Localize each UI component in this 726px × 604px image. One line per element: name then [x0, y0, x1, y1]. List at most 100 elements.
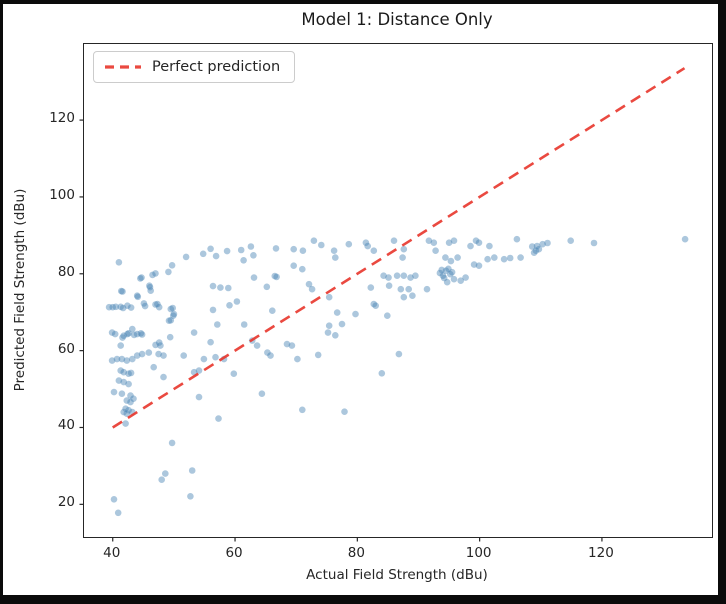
scatter-point	[450, 275, 458, 283]
scatter-point	[170, 310, 178, 318]
scatter-point	[400, 272, 408, 279]
scatter-point	[258, 390, 266, 398]
scatter-point	[681, 235, 689, 243]
scatter-point	[123, 410, 131, 418]
scatter-point	[195, 393, 203, 401]
scatter-point	[109, 303, 116, 311]
scatter-point	[467, 242, 474, 250]
scatter-point	[237, 246, 245, 254]
scatter-point	[362, 239, 370, 246]
scatter-point	[253, 342, 261, 349]
legend-dash-icon	[105, 65, 141, 69]
scatter-point	[250, 274, 258, 281]
scatter-point	[127, 392, 134, 399]
scatter-point	[145, 349, 153, 356]
scatter-point	[310, 237, 318, 244]
scatter-point	[123, 357, 131, 364]
scatter-point	[125, 330, 132, 337]
scatter-point	[215, 415, 222, 422]
scatter-point	[187, 493, 194, 500]
scatter-point	[450, 237, 458, 244]
y-tick-label: 80	[57, 263, 75, 280]
scatter-point	[130, 331, 138, 339]
scatter-point	[472, 237, 480, 244]
scatter-point	[299, 406, 306, 414]
scatter-point	[133, 292, 141, 299]
scatter-point	[170, 312, 177, 320]
scatter-point	[125, 370, 132, 378]
scatter-point	[273, 273, 280, 281]
x-tick-label: 60	[225, 545, 243, 561]
legend-label: Perfect prediction	[152, 59, 281, 75]
scatter-point	[119, 304, 127, 312]
scatter-point	[157, 342, 164, 349]
scatter-point	[405, 285, 413, 293]
scatter-point	[212, 252, 220, 260]
perfect-prediction-line	[112, 67, 686, 429]
scatter-point	[352, 310, 359, 318]
scatter-point	[484, 255, 491, 263]
scatter-point	[400, 245, 408, 253]
scatter-plot-canvas	[79, 67, 689, 542]
scatter-point	[539, 240, 546, 248]
scatter-point	[513, 235, 521, 243]
scatter-point	[399, 254, 406, 261]
scatter-point	[475, 239, 483, 246]
scatter-point	[129, 355, 136, 363]
scatter-point	[137, 275, 144, 282]
chart-title: Model 1: Distance Only	[301, 10, 493, 29]
scatter-point	[152, 301, 159, 308]
scatter-point	[120, 368, 127, 376]
scatter-point	[271, 272, 279, 280]
scatter-point	[332, 254, 339, 261]
scatter-point	[294, 355, 301, 363]
scatter-point	[341, 408, 348, 416]
scatter-point	[439, 272, 447, 279]
scatter-point	[152, 341, 159, 349]
scatter-point	[207, 338, 214, 346]
scatter-point	[119, 334, 126, 341]
scatter-point	[200, 355, 208, 363]
legend: Perfect prediction	[93, 51, 296, 83]
scatter-point	[250, 252, 257, 259]
scatter-point	[438, 266, 446, 274]
scatter-point	[440, 274, 448, 282]
scatter-point	[400, 293, 408, 301]
scatter-point	[324, 329, 332, 336]
scatter-point	[127, 304, 135, 311]
scatter-point	[430, 239, 438, 246]
scatter-point	[299, 247, 307, 254]
scatter-point	[114, 509, 122, 517]
scatter-point	[154, 300, 161, 308]
scatter-point	[269, 307, 276, 315]
scatter-point	[223, 247, 231, 255]
scatter-point	[325, 322, 333, 330]
scatter-point	[115, 377, 123, 384]
scatter-point	[567, 237, 574, 244]
scatter-point	[532, 247, 540, 254]
scatter-point	[247, 243, 255, 250]
scatter-point	[230, 370, 238, 378]
x-tick-label: 120	[588, 545, 614, 561]
scatter-point	[263, 283, 271, 291]
plot-area: Perfect prediction	[79, 43, 713, 542]
scatter-point	[533, 242, 541, 250]
scatter-point	[212, 353, 219, 361]
scatter-point	[167, 317, 175, 324]
scatter-point	[180, 352, 187, 359]
scatter-point	[436, 269, 444, 277]
scatter-point	[111, 330, 119, 338]
scatter-point	[544, 239, 551, 247]
scatter-point	[462, 274, 469, 281]
scatter-point	[290, 262, 297, 269]
scatter-point	[140, 300, 148, 307]
scatter-point	[209, 306, 217, 314]
scatter-point	[217, 284, 224, 291]
scatter-point	[457, 277, 465, 284]
scatter-point	[124, 302, 131, 310]
scatter-point	[127, 398, 134, 406]
x-tick-label: 40	[103, 545, 121, 561]
scatter-point	[155, 339, 163, 346]
scatter-point	[120, 408, 127, 416]
scatter-point	[442, 254, 449, 261]
